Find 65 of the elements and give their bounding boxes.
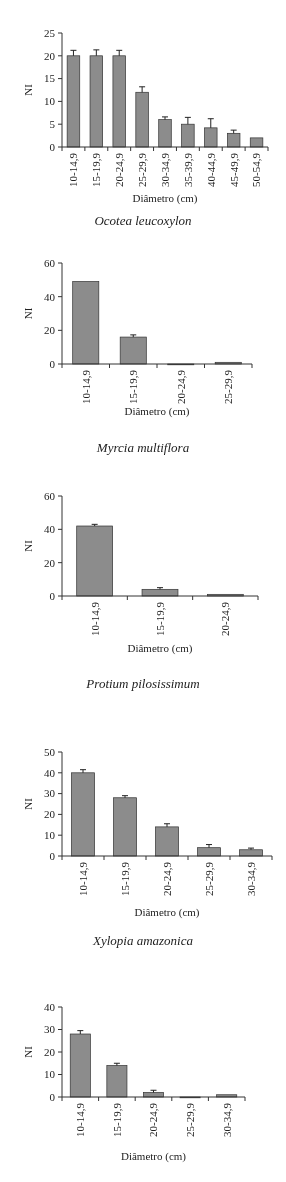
y-tick-label: 20 [44, 808, 56, 821]
y-tick-label: 60 [44, 489, 56, 502]
x-tick-label: 20-24,9 [113, 152, 126, 187]
x-tick-label: 10-14,9 [74, 1102, 87, 1137]
y-axis-title: NI [22, 83, 34, 96]
x-tick-label: 40-44,9 [204, 152, 217, 187]
y-axis-title: NI [22, 307, 34, 320]
x-axis-title: Diâmetro (cm) [120, 1150, 187, 1163]
x-tick-label: 25-29,9 [222, 369, 235, 404]
y-axis-title: NI [22, 1045, 34, 1058]
x-tick-label: 25-29,9 [183, 1102, 196, 1137]
x-tick-label: 20-24,9 [174, 369, 187, 404]
text: Ocotea leucoxylon [94, 213, 192, 228]
y-tick-label: 25 [44, 26, 56, 39]
x-axis-title: Diâmetro (cm) [127, 642, 193, 655]
y-tick-label: 20 [44, 556, 56, 569]
x-tick-label: 10-14,9 [79, 369, 92, 404]
y-tick-label: 30 [44, 1023, 56, 1036]
text: Protium pilosissimum [85, 676, 200, 691]
x-tick-label: 30-34,9 [220, 1102, 233, 1137]
y-tick-label: 10 [44, 95, 56, 108]
x-tick-label: 45-49,9 [227, 152, 240, 187]
y-tick-label: 40 [44, 766, 56, 779]
x-tick-label: 10-14,9 [76, 861, 89, 896]
text: Xylopia amazonica [91, 933, 194, 948]
x-tick-label: 15-19,9 [90, 152, 103, 187]
text: Myrcia multiflora [95, 440, 190, 455]
y-tick-label: 0 [49, 357, 56, 370]
y-tick-label: 0 [49, 1090, 56, 1103]
y-tick-label: 10 [44, 1068, 56, 1081]
y-tick-label: 30 [44, 787, 56, 800]
y-axis-title: NI [22, 797, 34, 810]
x-axis-title: Diâmetro (cm) [124, 405, 190, 418]
x-tick-label: 20-24,9 [219, 601, 232, 636]
y-tick-label: 60 [44, 256, 56, 269]
y-tick-label: 0 [49, 849, 56, 862]
y-tick-label: 40 [44, 290, 56, 303]
y-tick-label: 0 [49, 589, 56, 602]
y-tick-label: 20 [44, 49, 56, 62]
x-tick-label: 35-39,9 [181, 152, 194, 187]
y-tick-label: 40 [44, 1000, 56, 1013]
x-tick-label: 15-19,9 [118, 861, 131, 896]
x-tick-label: 15-19,9 [153, 601, 166, 636]
y-tick-label: 40 [44, 523, 56, 536]
x-tick-label: 10-14,9 [88, 601, 101, 636]
x-tick-label: 20-24,9 [147, 1102, 160, 1137]
y-tick-label: 20 [44, 1045, 56, 1058]
y-tick-label: 15 [44, 72, 56, 85]
y-tick-label: 50 [44, 745, 56, 758]
x-axis-title: Diâmetro (cm) [132, 192, 198, 205]
x-tick-label: 25-29,9 [202, 861, 215, 896]
x-tick-label: 25-29,9 [135, 152, 148, 187]
y-tick-label: 0 [49, 140, 56, 153]
y-axis-title: NI [22, 539, 34, 552]
x-tick-label: 15-19,9 [110, 1102, 123, 1137]
y-tick-label: 5 [49, 118, 56, 131]
y-tick-label: 20 [44, 324, 56, 337]
x-tick-label: 30-34,9 [244, 861, 257, 896]
x-axis-title: Diâmetro (cm) [134, 906, 200, 919]
y-tick-label: 10 [44, 829, 56, 842]
x-tick-label: 10-14,9 [67, 152, 80, 187]
x-tick-label: 20-24,9 [160, 861, 173, 896]
x-tick-label: 30-34,9 [158, 152, 171, 187]
x-tick-label: 50-54,9 [250, 152, 263, 187]
x-tick-label: 15-19,9 [127, 369, 140, 404]
